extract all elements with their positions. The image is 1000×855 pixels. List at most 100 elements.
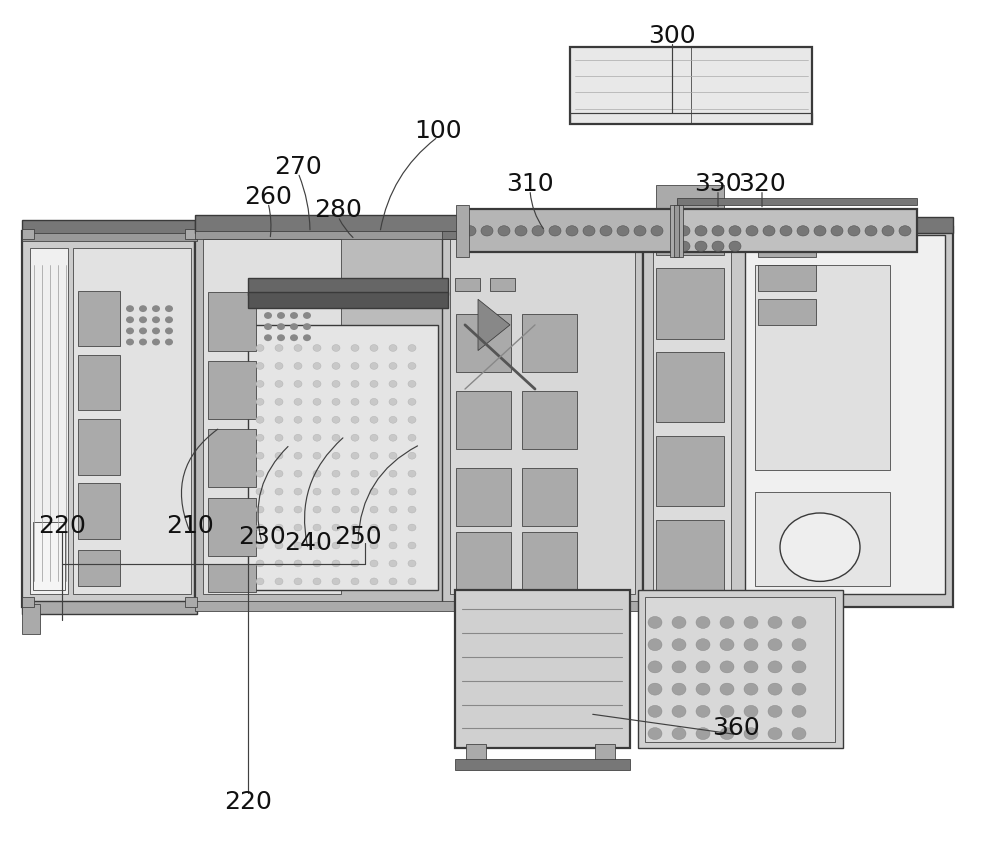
Circle shape: [672, 661, 686, 673]
Circle shape: [256, 452, 264, 459]
Text: 100: 100: [414, 119, 462, 143]
Circle shape: [696, 616, 710, 628]
Circle shape: [294, 578, 302, 585]
Circle shape: [294, 434, 302, 441]
Text: 270: 270: [274, 155, 322, 179]
Bar: [185, 597, 197, 607]
Text: 220: 220: [224, 790, 272, 814]
Circle shape: [672, 728, 686, 740]
Bar: [758, 299, 816, 325]
Circle shape: [696, 728, 710, 740]
Circle shape: [303, 312, 311, 319]
Circle shape: [712, 226, 724, 236]
Bar: [208, 564, 256, 592]
Circle shape: [351, 380, 359, 387]
Bar: [745, 235, 945, 594]
Bar: [248, 278, 448, 295]
Circle shape: [313, 398, 321, 405]
Circle shape: [370, 452, 378, 459]
Circle shape: [678, 226, 690, 236]
Bar: [455, 590, 630, 748]
Circle shape: [332, 488, 340, 495]
Circle shape: [139, 339, 147, 345]
Bar: [208, 429, 256, 487]
Circle shape: [389, 452, 397, 459]
Circle shape: [370, 345, 378, 351]
Circle shape: [275, 470, 283, 477]
Circle shape: [275, 488, 283, 495]
Circle shape: [332, 452, 340, 459]
Circle shape: [165, 305, 173, 312]
Circle shape: [313, 506, 321, 513]
Circle shape: [370, 416, 378, 423]
Bar: [656, 185, 724, 255]
Circle shape: [275, 560, 283, 567]
Bar: [208, 361, 256, 419]
Circle shape: [648, 616, 662, 628]
Circle shape: [370, 470, 378, 477]
Circle shape: [332, 506, 340, 513]
Bar: [33, 522, 65, 590]
Circle shape: [389, 488, 397, 495]
Bar: [656, 520, 724, 590]
Circle shape: [351, 488, 359, 495]
Circle shape: [313, 416, 321, 423]
Circle shape: [408, 345, 416, 351]
Circle shape: [313, 524, 321, 531]
Bar: [78, 291, 120, 346]
Circle shape: [672, 683, 686, 695]
Bar: [755, 492, 890, 586]
Circle shape: [370, 506, 378, 513]
Circle shape: [275, 542, 283, 549]
Bar: [195, 222, 650, 607]
Circle shape: [165, 339, 173, 345]
Circle shape: [370, 578, 378, 585]
Bar: [522, 314, 577, 372]
Bar: [645, 597, 835, 742]
Circle shape: [275, 416, 283, 423]
Circle shape: [370, 363, 378, 369]
Bar: [463, 209, 677, 252]
Circle shape: [746, 226, 758, 236]
Bar: [195, 227, 350, 607]
Bar: [677, 198, 917, 205]
Circle shape: [408, 434, 416, 441]
Circle shape: [313, 542, 321, 549]
Circle shape: [672, 616, 686, 628]
Circle shape: [351, 524, 359, 531]
Circle shape: [744, 616, 758, 628]
Circle shape: [313, 560, 321, 567]
Circle shape: [139, 305, 147, 312]
Bar: [78, 550, 120, 586]
Circle shape: [351, 542, 359, 549]
Text: 220: 220: [38, 514, 86, 538]
Bar: [643, 227, 953, 607]
Circle shape: [768, 639, 782, 651]
Circle shape: [678, 241, 690, 251]
Circle shape: [332, 380, 340, 387]
Circle shape: [672, 705, 686, 717]
Circle shape: [139, 327, 147, 334]
Circle shape: [256, 470, 264, 477]
Circle shape: [256, 345, 264, 351]
Circle shape: [408, 506, 416, 513]
Circle shape: [256, 380, 264, 387]
Circle shape: [332, 416, 340, 423]
Circle shape: [332, 560, 340, 567]
Circle shape: [152, 327, 160, 334]
Text: 300: 300: [648, 24, 696, 48]
Circle shape: [389, 434, 397, 441]
Circle shape: [294, 380, 302, 387]
Circle shape: [294, 345, 302, 351]
Circle shape: [720, 728, 734, 740]
Circle shape: [152, 339, 160, 345]
Circle shape: [408, 380, 416, 387]
Bar: [208, 292, 256, 351]
Bar: [73, 248, 191, 594]
Circle shape: [313, 578, 321, 585]
Circle shape: [549, 226, 561, 236]
Circle shape: [792, 661, 806, 673]
Circle shape: [277, 301, 285, 308]
Circle shape: [290, 301, 298, 308]
Circle shape: [780, 226, 792, 236]
